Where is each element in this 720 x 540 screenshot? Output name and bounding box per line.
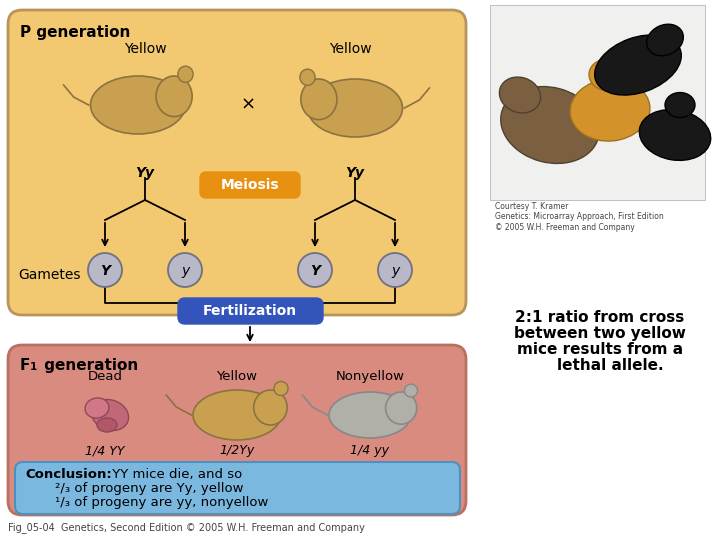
Ellipse shape xyxy=(91,76,186,134)
Text: 1/2Yy: 1/2Yy xyxy=(220,444,255,457)
Text: Yy: Yy xyxy=(135,166,155,180)
Text: generation: generation xyxy=(39,358,138,373)
Text: Gametes: Gametes xyxy=(18,268,81,282)
Text: Conclusion:: Conclusion: xyxy=(25,468,112,481)
FancyBboxPatch shape xyxy=(8,345,466,515)
Ellipse shape xyxy=(500,86,599,164)
Ellipse shape xyxy=(178,66,193,83)
Ellipse shape xyxy=(301,79,337,119)
Text: 2:1 ratio from cross: 2:1 ratio from cross xyxy=(516,310,685,325)
Ellipse shape xyxy=(405,384,418,397)
Text: Yellow: Yellow xyxy=(124,42,166,56)
Ellipse shape xyxy=(589,59,627,91)
Text: F: F xyxy=(20,358,30,373)
Circle shape xyxy=(88,253,122,287)
FancyBboxPatch shape xyxy=(8,10,466,315)
Circle shape xyxy=(378,253,412,287)
Text: Yellow: Yellow xyxy=(329,42,372,56)
FancyBboxPatch shape xyxy=(490,5,705,200)
Ellipse shape xyxy=(595,35,681,95)
Ellipse shape xyxy=(85,398,109,418)
Ellipse shape xyxy=(665,92,695,118)
Ellipse shape xyxy=(639,110,711,160)
Text: 1/4 YY: 1/4 YY xyxy=(85,444,125,457)
Text: y: y xyxy=(181,264,189,278)
Text: Y: Y xyxy=(100,264,110,278)
Ellipse shape xyxy=(647,24,683,56)
Text: 1: 1 xyxy=(30,362,37,372)
Text: P generation: P generation xyxy=(20,25,130,40)
FancyBboxPatch shape xyxy=(178,298,323,324)
FancyBboxPatch shape xyxy=(200,172,300,198)
Ellipse shape xyxy=(386,392,417,424)
Circle shape xyxy=(168,253,202,287)
Text: between two yellow: between two yellow xyxy=(514,326,686,341)
Ellipse shape xyxy=(300,69,315,85)
Ellipse shape xyxy=(253,390,287,425)
Text: Fertilization: Fertilization xyxy=(203,304,297,318)
Text: 1/4 yy: 1/4 yy xyxy=(351,444,390,457)
Text: lethal allele.: lethal allele. xyxy=(536,358,664,373)
Text: Yy: Yy xyxy=(346,166,364,180)
Text: mice results from a: mice results from a xyxy=(517,342,683,357)
Text: Courtesy T. Kramer
Genetics: Microarray Approach, First Edition
© 2005 W.H. Free: Courtesy T. Kramer Genetics: Microarray … xyxy=(495,202,664,232)
Text: Nonyellow: Nonyellow xyxy=(336,370,405,383)
Text: Fig_05-04  Genetics, Second Edition © 2005 W.H. Freeman and Company: Fig_05-04 Genetics, Second Edition © 200… xyxy=(8,522,365,533)
Ellipse shape xyxy=(156,76,192,117)
Text: Meiosis: Meiosis xyxy=(221,178,279,192)
Text: ×: × xyxy=(240,96,256,114)
Ellipse shape xyxy=(570,79,650,141)
Text: y: y xyxy=(391,264,399,278)
Ellipse shape xyxy=(193,390,281,440)
Text: Dead: Dead xyxy=(88,370,122,383)
Circle shape xyxy=(298,253,332,287)
FancyBboxPatch shape xyxy=(15,462,460,514)
Ellipse shape xyxy=(307,79,402,137)
Ellipse shape xyxy=(500,77,541,113)
Text: ¹/₃ of progeny are yy, nonyellow: ¹/₃ of progeny are yy, nonyellow xyxy=(55,496,269,509)
Text: ²/₃ of progeny are Yy, yellow: ²/₃ of progeny are Yy, yellow xyxy=(55,482,243,495)
Ellipse shape xyxy=(91,400,129,430)
Ellipse shape xyxy=(97,418,117,432)
Ellipse shape xyxy=(274,381,288,395)
Text: Yellow: Yellow xyxy=(217,370,258,383)
Text: Y: Y xyxy=(310,264,320,278)
Ellipse shape xyxy=(329,392,411,438)
Text: YY mice die, and so: YY mice die, and so xyxy=(108,468,242,481)
